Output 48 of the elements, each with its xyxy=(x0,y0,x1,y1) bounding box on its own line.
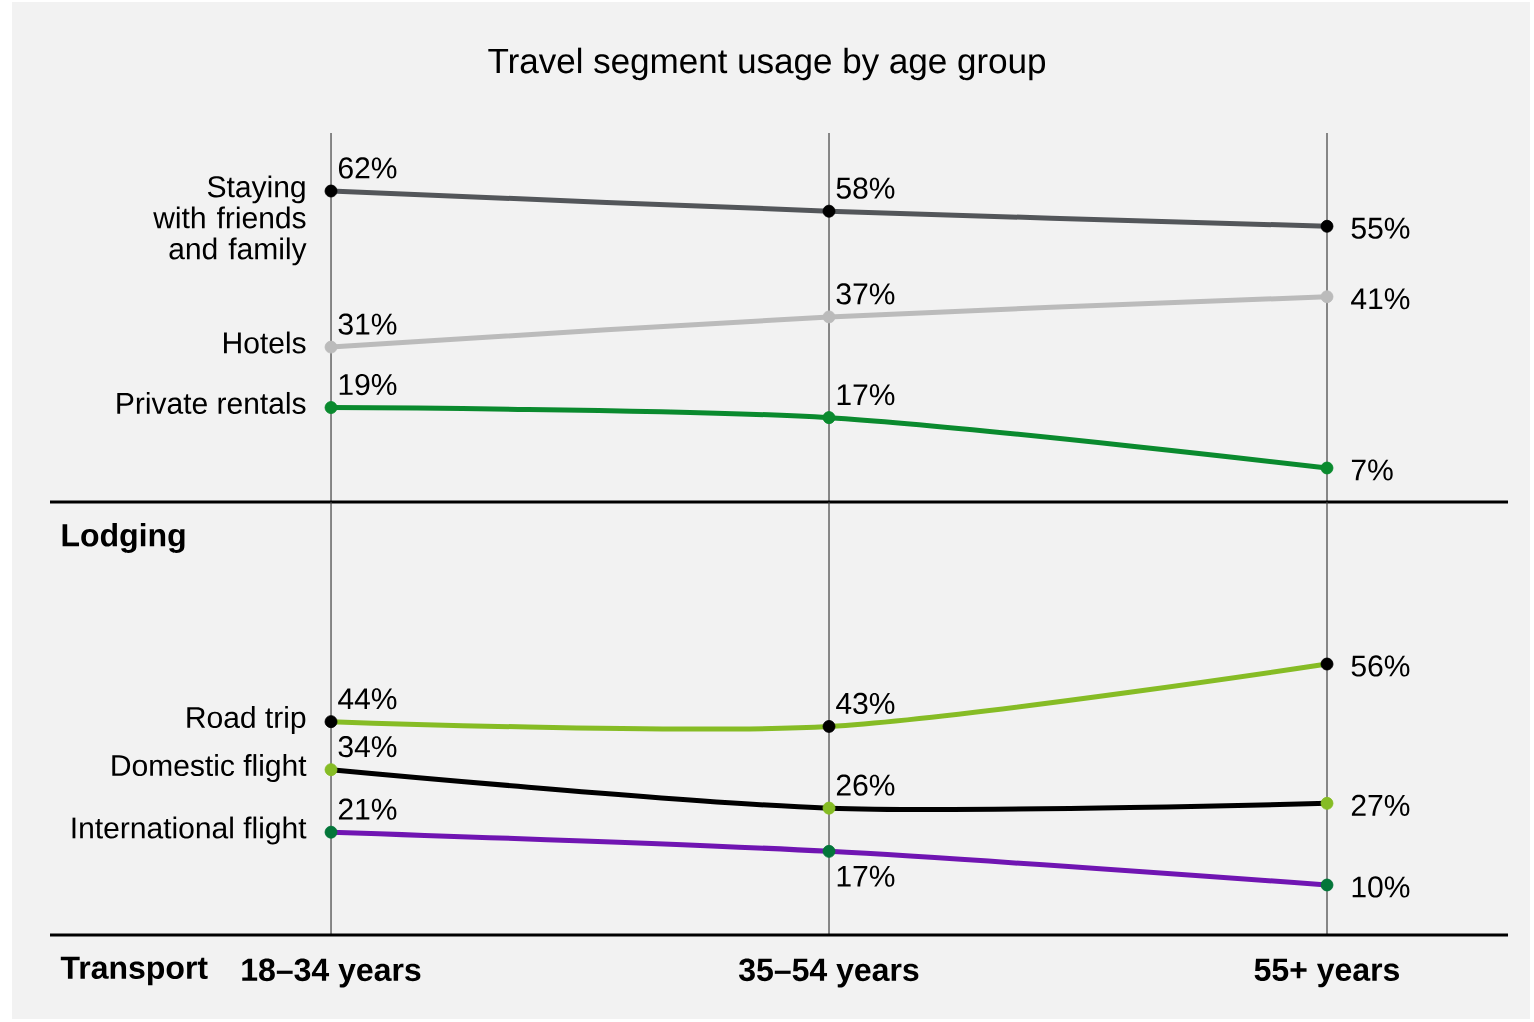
point xyxy=(324,401,338,414)
data-label: 37% xyxy=(836,283,895,305)
point xyxy=(822,310,836,324)
data-label: 44% xyxy=(338,688,397,710)
x-tick-label: 18–34 years xyxy=(242,958,421,988)
point xyxy=(822,720,836,733)
data-label: 21% xyxy=(338,798,397,820)
point xyxy=(1320,657,1334,671)
point xyxy=(324,715,338,729)
data-label: 58% xyxy=(836,177,895,199)
data-label: 56% xyxy=(1351,655,1410,677)
point xyxy=(324,825,338,839)
data-label: 55% xyxy=(1351,217,1410,239)
point xyxy=(822,801,836,815)
data-label: 34% xyxy=(338,736,397,758)
data-label: 17% xyxy=(837,865,895,887)
point xyxy=(1320,796,1334,810)
data-label: 41% xyxy=(1351,288,1410,310)
point xyxy=(324,763,338,777)
data-label: 7% xyxy=(1351,459,1393,481)
x-tick-label: 35–54 years xyxy=(738,958,919,988)
data-label: 26% xyxy=(836,774,895,796)
point xyxy=(1320,461,1334,475)
point xyxy=(822,844,836,858)
series-label: International flight xyxy=(72,816,307,845)
chart-title: Travel segment usage by age group xyxy=(488,47,1046,81)
point xyxy=(1320,878,1334,892)
point xyxy=(1320,219,1334,233)
data-label: 43% xyxy=(836,692,895,715)
data-label: 19% xyxy=(339,373,397,396)
data-label: 62% xyxy=(338,157,397,179)
data-label: 10% xyxy=(1352,876,1410,898)
series-label: Hotels xyxy=(224,331,306,354)
series-label: Private rentals xyxy=(117,391,306,414)
point xyxy=(324,184,338,198)
x-axis-title: Lodging xyxy=(62,523,185,553)
series-label: Domestic flight xyxy=(112,754,307,783)
data-label: 31% xyxy=(338,313,397,335)
data-label: 27% xyxy=(1351,794,1410,816)
data-label: 17% xyxy=(837,384,895,406)
point xyxy=(324,340,338,354)
series-label: Road trip xyxy=(187,706,306,734)
point xyxy=(1320,290,1334,304)
x-axis-title: Transport xyxy=(60,956,208,986)
point xyxy=(822,204,836,218)
x-tick-label: 55+ years xyxy=(1254,958,1400,988)
series-label: Staying with friends and family xyxy=(153,175,307,266)
point xyxy=(822,411,836,425)
